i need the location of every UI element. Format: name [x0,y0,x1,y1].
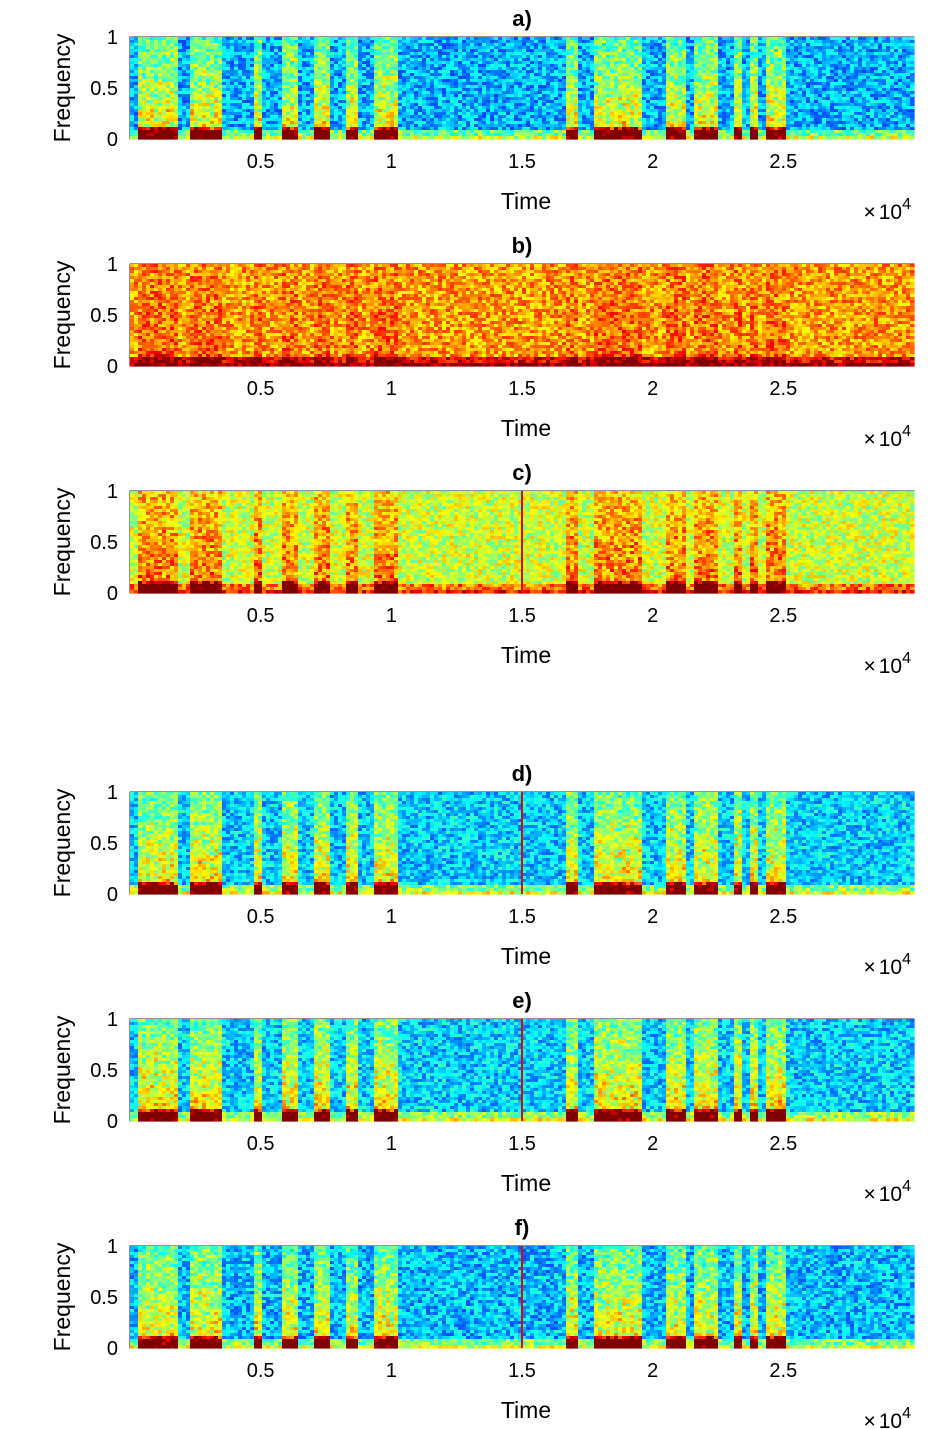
y-tick-label: 0.5 [90,1060,118,1082]
y-tick-label: 0 [107,129,118,151]
spectrogram-cells [130,1246,915,1349]
x-exponent-multiplier: × 104 [863,951,911,979]
y-tick-label: 1 [107,1236,118,1258]
y-tick-label: 1 [107,254,118,276]
x-exponent-multiplier: × 104 [863,196,911,224]
x-tick-label: 1 [386,906,397,928]
x-tick-label: 2.5 [769,1360,797,1382]
panel-title: e) [512,988,532,1013]
y-tick-label: 0.5 [90,1287,118,1309]
x-axis-label: Time [501,1170,551,1196]
panel-title: d) [512,761,533,786]
x-tick-label: 1.5 [508,378,536,400]
y-tick-label: 0 [107,356,118,378]
x-tick-label: 0.5 [247,906,275,928]
x-tick-label: 0.5 [247,378,275,400]
x-tick-label: 2.5 [769,151,797,173]
x-tick-label: 0.5 [247,151,275,173]
y-axis-label: Frequency [49,260,75,369]
x-tick-label: 1 [386,1133,397,1155]
x-tick-label: 1.5 [508,151,536,173]
y-tick-label: 0 [107,1338,118,1360]
x-axis-label: Time [501,1397,551,1423]
x-tick-label: 0.5 [247,605,275,627]
y-tick-label: 1 [107,481,118,503]
y-tick-label: 0 [107,884,118,906]
y-tick-label: 1 [107,782,118,804]
y-axis-label: Frequency [49,487,75,596]
spectrogram-panel-a: a) 0.5 1 1.5 2 2.5 0 0.5 1 Time Frequency × 104 [49,6,915,224]
spectrogram-cells [130,491,915,594]
x-axis-label: Time [501,642,551,668]
x-tick-label: 2.5 [769,906,797,928]
panel-title: a) [512,6,532,31]
artifact-line [521,1019,523,1121]
y-tick-label: 1 [107,1009,118,1031]
y-tick-label: 0 [107,1111,118,1133]
spectrogram-cells [130,37,915,140]
artifact-line [521,792,523,894]
y-tick-label: 0.5 [90,78,118,100]
artifact-line [521,1246,523,1348]
x-exponent-multiplier: × 104 [863,1405,911,1429]
x-tick-label: 2.5 [769,378,797,400]
x-tick-label: 2 [647,906,658,928]
x-tick-label: 0.5 [247,1360,275,1382]
artifact-line [521,491,523,593]
x-axis-label: Time [501,415,551,441]
panel-title: b) [512,233,533,258]
x-tick-label: 1.5 [508,906,536,928]
x-tick-label: 1.5 [508,1133,536,1155]
y-tick-label: 1 [107,27,118,49]
x-tick-label: 2 [647,378,658,400]
x-tick-label: 2 [647,605,658,627]
x-tick-label: 1 [386,151,397,173]
panel-title: c) [512,460,532,485]
x-tick-label: 1 [386,378,397,400]
x-tick-label: 1 [386,605,397,627]
x-exponent-multiplier: × 104 [863,1178,911,1206]
spectrogram-cells [130,1019,915,1122]
x-exponent-multiplier: × 104 [863,423,911,451]
x-tick-label: 2.5 [769,1133,797,1155]
panel-title: f) [515,1215,530,1240]
y-tick-label: 0.5 [90,833,118,855]
x-axis-label: Time [501,188,551,214]
y-tick-label: 0.5 [90,532,118,554]
x-tick-label: 2 [647,151,658,173]
spectrogram-panel-b: b) 0.5 1 1.5 2 2.5 0 0.5 1 Time Frequency × 104 [49,233,915,451]
x-tick-label: 1.5 [508,1360,536,1382]
spectrogram-cells [130,264,915,367]
spectrogram-cells [130,792,915,895]
x-tick-label: 1.5 [508,605,536,627]
x-tick-label: 2.5 [769,605,797,627]
x-exponent-multiplier: × 104 [863,650,911,678]
y-tick-label: 0 [107,583,118,605]
y-axis-label: Frequency [49,788,75,897]
x-tick-label: 1 [386,1360,397,1382]
spectrogram-panel-e: e) 0.5 1 1.5 2 2.5 0 0.5 1 Time Frequency × 104 [49,988,915,1206]
x-axis-label: Time [501,943,551,969]
x-tick-label: 0.5 [247,1133,275,1155]
y-axis-label: Frequency [49,1015,75,1124]
y-tick-label: 0.5 [90,305,118,327]
x-tick-label: 2 [647,1360,658,1382]
y-axis-label: Frequency [49,33,75,142]
x-tick-label: 2 [647,1133,658,1155]
y-axis-label: Frequency [49,1242,75,1351]
spectrogram-panel-f: f) 0.5 1 1.5 2 2.5 0 0.5 1 Time Frequency × 104 [49,1215,915,1429]
